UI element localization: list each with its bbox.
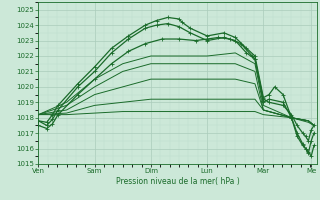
X-axis label: Pression niveau de la mer( hPa ): Pression niveau de la mer( hPa ) — [116, 177, 239, 186]
